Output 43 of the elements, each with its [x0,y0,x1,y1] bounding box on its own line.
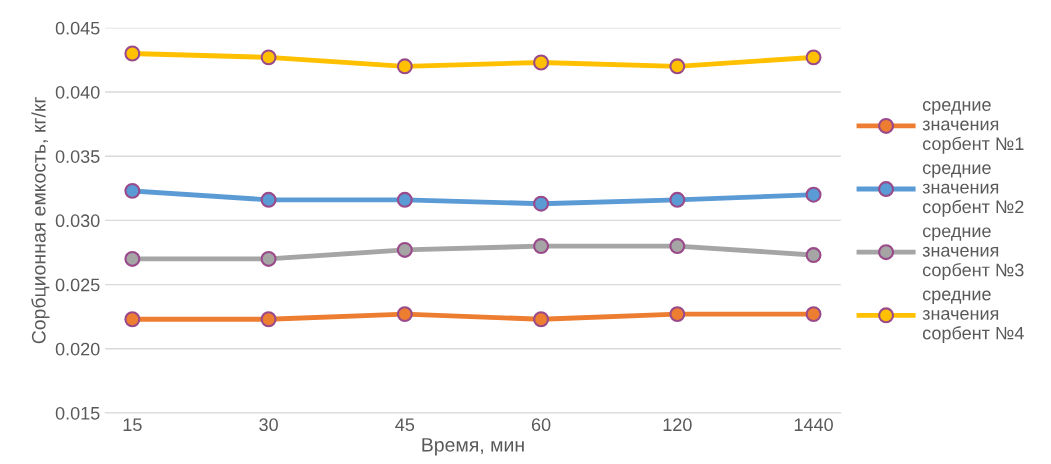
x-tick-label: 15 [123,418,142,432]
y-axis-title: Сорбционная емкость, кг/кг [31,97,50,344]
point [124,182,141,199]
y-tick-label: 0.045 [55,21,100,35]
y-tick-label: 0.025 [55,278,100,292]
y-tick-label: 0.015 [55,406,100,420]
point [124,45,141,62]
y-tick-label: 0.030 [55,214,100,228]
point [124,250,141,267]
x-tick-label: 1440 [794,418,833,432]
point [260,250,277,267]
point [396,241,413,258]
point [260,311,277,328]
point [805,247,822,264]
point [396,58,413,75]
y-tick-label: 0.035 [55,150,100,163]
point [805,306,822,323]
legend-label: средние значения сорбент №3 [922,227,1024,280]
point [124,311,141,328]
y-tick-label: 0.040 [55,85,100,99]
point [533,238,550,255]
x-tick-label: 60 [531,418,551,432]
point [396,306,413,323]
legend-label: средние значения сорбент №1 [922,101,1024,154]
y-tick-label: 0.020 [55,342,100,356]
point [260,49,277,66]
point [669,238,686,255]
legend-label: средние значения сорбент №2 [922,164,1024,217]
point [669,306,686,323]
legend-label: средние значения сорбент №4 [922,290,1024,344]
point [805,49,822,66]
point [533,54,550,71]
x-tick-label: 30 [259,418,278,432]
x-tick-label: 120 [663,418,692,432]
point [396,191,413,208]
point [533,311,550,328]
x-tick-label: 45 [395,418,415,432]
point [533,195,550,212]
point [669,58,686,75]
x-axis-title: Время, мин [422,438,524,456]
point [805,186,822,203]
point [260,191,277,208]
point [669,191,686,208]
